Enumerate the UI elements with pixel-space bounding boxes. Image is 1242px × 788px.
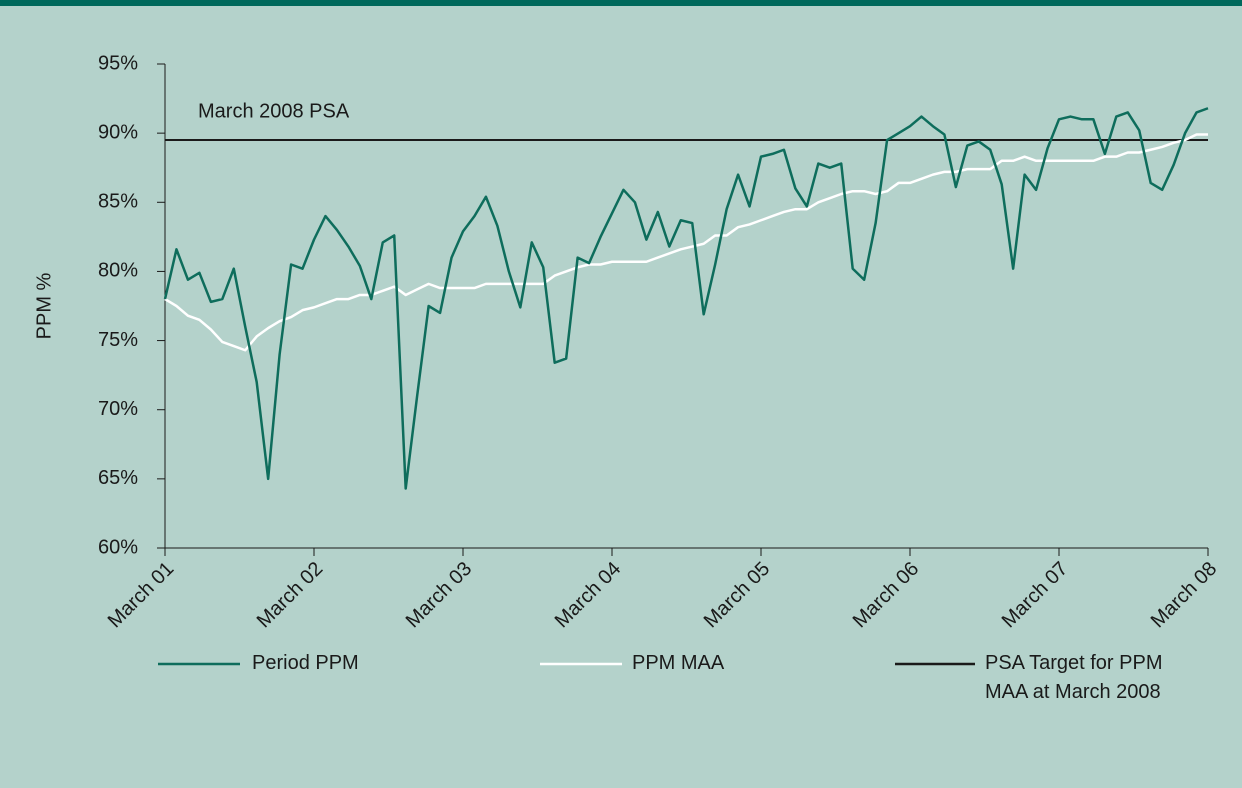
y-tick-label: 65% <box>98 467 138 489</box>
y-tick-label: 60% <box>98 536 138 558</box>
top-band <box>0 0 1242 6</box>
target-annotation: March 2008 PSA <box>198 100 350 122</box>
x-tick-label: March 07 <box>998 558 1073 633</box>
legend-label: Period PPM <box>252 652 359 674</box>
y-tick-label: 70% <box>98 398 138 420</box>
series-line <box>164 133 1208 352</box>
x-tick-label: March 04 <box>551 558 626 633</box>
legend-label: PSA Target for PPM MAA at March 2008 <box>985 652 1163 703</box>
y-tick-label: 85% <box>98 191 138 213</box>
x-tick-label: March 02 <box>253 558 328 633</box>
x-tick-label: March 03 <box>402 558 477 633</box>
x-tick-label: March 08 <box>1147 558 1222 633</box>
y-tick-label: 75% <box>98 329 138 351</box>
legend-label: PPM MAA <box>632 652 725 674</box>
x-tick-label: March 01 <box>104 558 179 633</box>
y-tick-label: 95% <box>98 52 138 74</box>
series-line <box>163 107 1209 490</box>
x-tick-label: March 06 <box>849 558 924 633</box>
y-axis-label: PPM % <box>33 272 55 339</box>
x-tick-label: March 05 <box>700 558 775 633</box>
y-tick-label: 90% <box>98 121 138 143</box>
y-tick-label: 80% <box>98 260 138 282</box>
